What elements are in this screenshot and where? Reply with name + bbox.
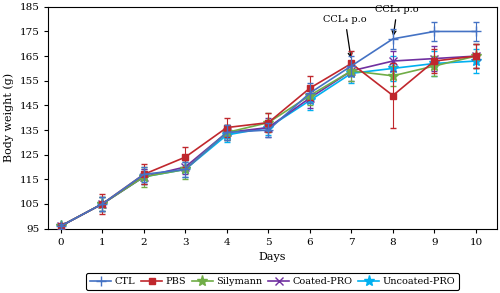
Text: CCL₄ p.o: CCL₄ p.o bbox=[375, 5, 419, 35]
X-axis label: Days: Days bbox=[259, 252, 286, 262]
Text: CCL₄ p.o: CCL₄ p.o bbox=[324, 15, 367, 57]
Legend: CTL, PBS, Silymann, Coated-PRO, Uncoated-PRO: CTL, PBS, Silymann, Coated-PRO, Uncoated… bbox=[86, 273, 459, 290]
Y-axis label: Body weight (g): Body weight (g) bbox=[4, 73, 14, 162]
